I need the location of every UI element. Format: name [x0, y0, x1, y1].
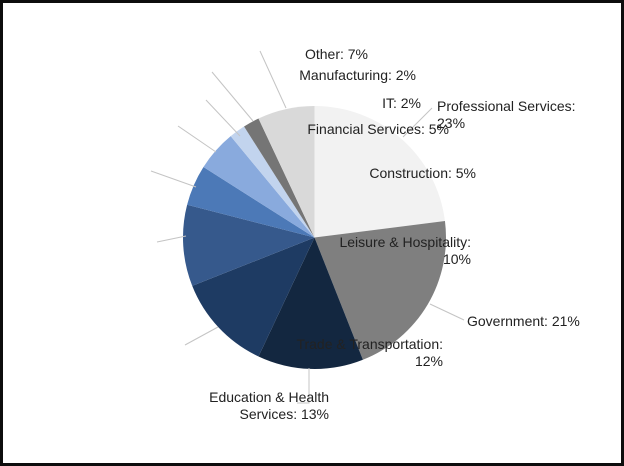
leisure-hospitality-label: Leisure & Hospitality: 10%	[339, 234, 471, 267]
professional-services-label: Professional Services: 23%	[437, 98, 576, 131]
it-slice	[230, 126, 315, 238]
other-slice	[258, 106, 315, 238]
financial-services-leader-line	[177, 125, 217, 153]
manufacturing-label: Manufacturing: 2%	[299, 67, 416, 83]
other-label: Other: 7%	[304, 46, 368, 62]
government-leader-line	[429, 303, 465, 321]
manufacturing-leader-line	[211, 71, 254, 122]
pie-graphic	[150, 50, 465, 404]
leisure-hospitality-leader-line	[156, 235, 187, 243]
trade-transportation-label: Trade & Transportation: 12%	[296, 336, 443, 369]
government-slice	[314, 221, 446, 360]
industry-pie-chart: Professional Services: 23% Government: 21…	[3, 3, 621, 463]
government-label: Government: 21%	[467, 313, 580, 329]
education-health-services-label: Education & Health Services: 13%	[209, 389, 329, 422]
professional-services-slice	[314, 106, 445, 238]
financial-services-label: Financial Services: 5%	[307, 121, 449, 137]
education-health-services-leader-line	[297, 368, 310, 404]
it-label: IT: 2%	[382, 95, 421, 111]
other-leader-line	[259, 50, 287, 109]
professional-services-leader-line	[402, 107, 433, 138]
construction-leader-line	[150, 170, 197, 188]
construction-label: Construction: 5%	[369, 165, 476, 181]
construction-slice	[187, 167, 315, 238]
it-leader-line	[205, 99, 241, 137]
financial-services-slice	[203, 136, 315, 238]
education-health-services-slice	[258, 237, 363, 370]
leisure-hospitality-slice	[182, 204, 315, 286]
manufacturing-slice	[244, 118, 315, 238]
trade-transportation-leader-line	[184, 326, 219, 346]
trade-transportation-slice	[192, 237, 315, 357]
